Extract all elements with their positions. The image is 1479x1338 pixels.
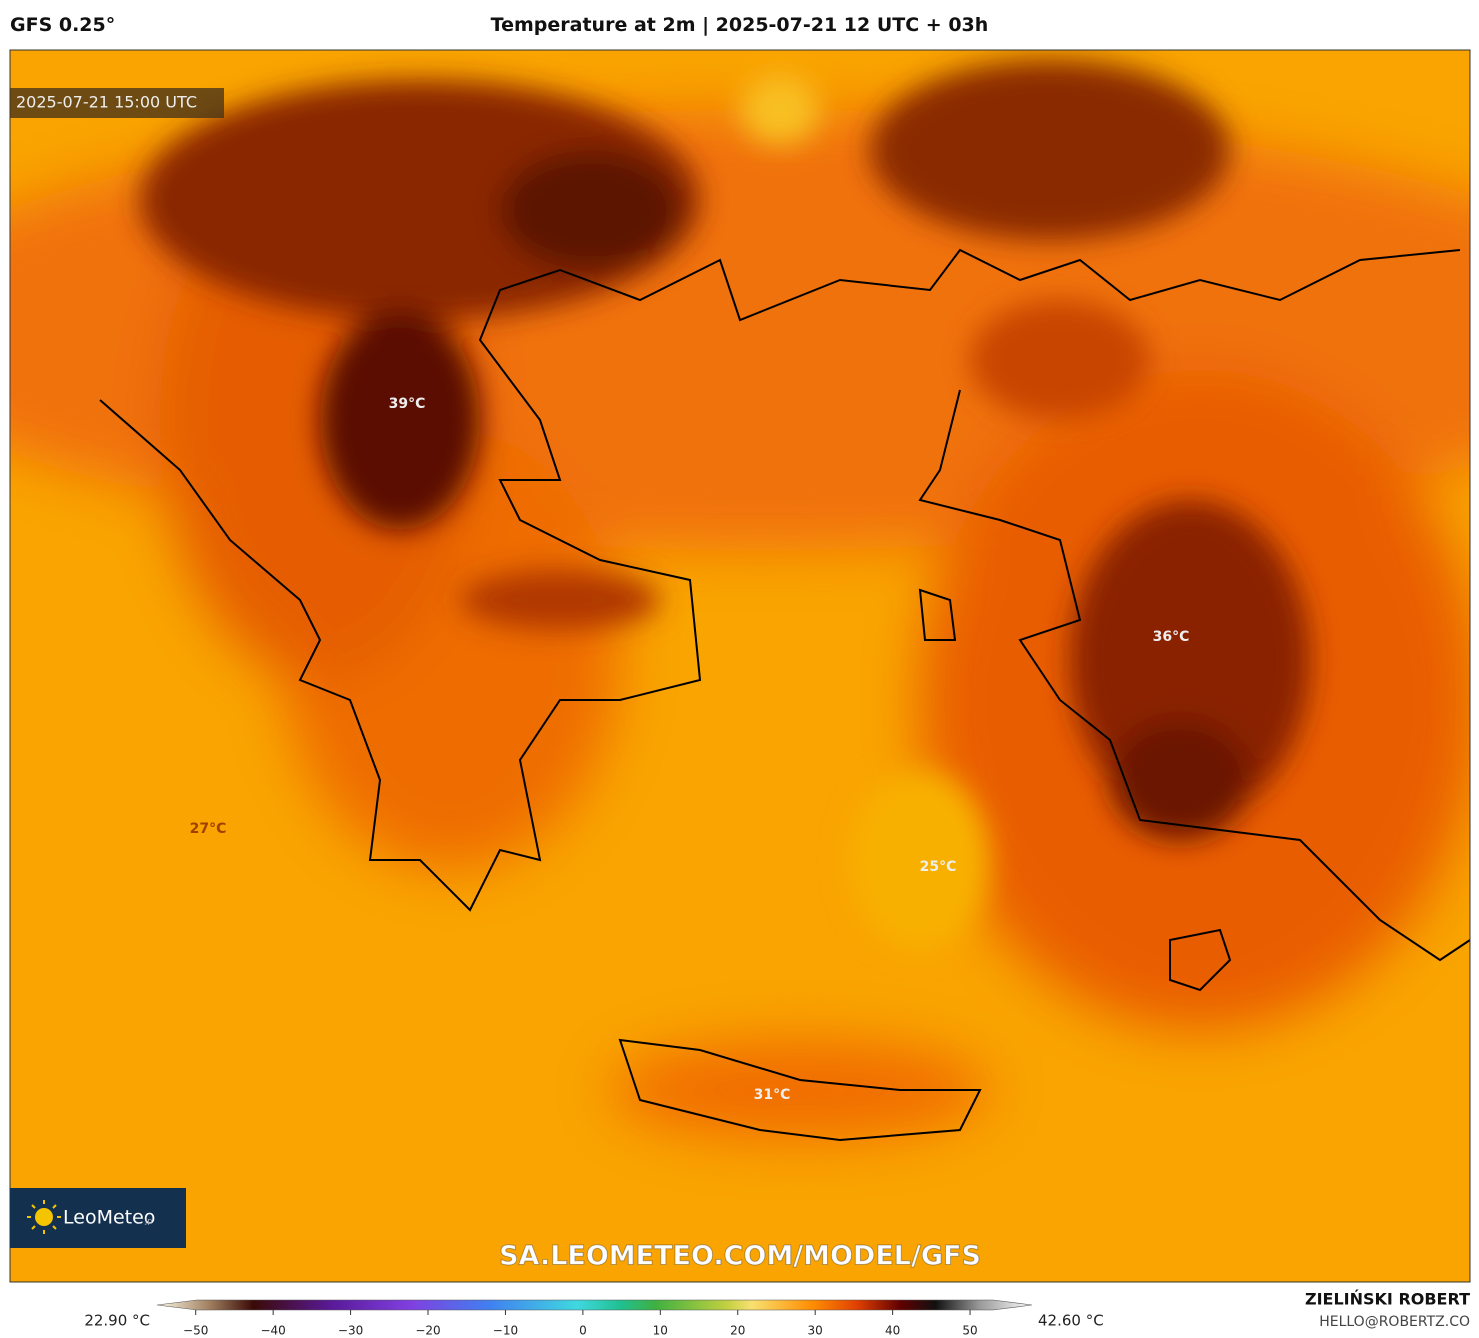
temperature-label: 36°C — [1153, 629, 1190, 645]
colorbar-tick-label: −10 — [493, 1324, 518, 1338]
colorbar-max: 42.60 °C — [1038, 1312, 1104, 1330]
temperature-label: 31°C — [754, 1087, 791, 1103]
model-name: GFS 0.25° — [10, 14, 116, 36]
email: HELLO@ROBERTZ.CO — [1319, 1314, 1470, 1330]
colorbar — [156, 1299, 1033, 1311]
logo-suffix: jp — [144, 1217, 152, 1226]
temperature-label: 27°C — [190, 821, 227, 837]
source-url: SA.LEOMETEO.COM/MODEL/GFS — [499, 1241, 981, 1272]
colorbar-tick-label: 40 — [885, 1324, 900, 1338]
colorbar-tick-label: 10 — [653, 1324, 668, 1338]
logo-text: LeoMeteo — [63, 1207, 155, 1229]
colorbar-tick-label: −50 — [183, 1324, 208, 1338]
colorbar-tick-label: 0 — [579, 1324, 587, 1338]
valid-time: 2025-07-21 15:00 UTC — [16, 93, 197, 112]
temperature-label: 39°C — [389, 396, 426, 412]
colorbar-tick-label: −30 — [338, 1324, 363, 1338]
colorbar-min: 22.90 °C — [84, 1312, 150, 1330]
temperature-field — [10, 50, 1470, 1282]
author: ZIELIŃSKI ROBERT — [1305, 1290, 1470, 1309]
colorbar-tick-label: 50 — [962, 1324, 977, 1338]
map-title: Temperature at 2m | 2025-07-21 12 UTC + … — [490, 14, 989, 36]
colorbar-tick-label: 20 — [730, 1324, 745, 1338]
colorbar-tick-label: −40 — [260, 1324, 285, 1338]
colorbar-tick-label: 30 — [808, 1324, 823, 1338]
temperature-label: 25°C — [920, 859, 957, 875]
colorbar-tick-label: −20 — [415, 1324, 440, 1338]
